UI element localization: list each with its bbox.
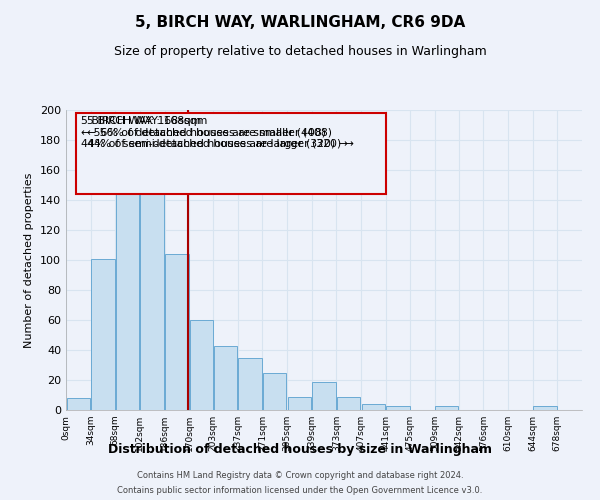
- Text: 5 BIRCH WAY: 168sqm
← 56% of detached houses are smaller (408)
44% of semi-detac: 5 BIRCH WAY: 168sqm ← 56% of detached ho…: [86, 116, 353, 149]
- Bar: [116, 164, 139, 410]
- Bar: [263, 372, 286, 410]
- Bar: [312, 382, 336, 410]
- Bar: [190, 320, 212, 410]
- Bar: [337, 396, 361, 410]
- Text: Contains public sector information licensed under the Open Government Licence v3: Contains public sector information licen…: [118, 486, 482, 495]
- Bar: [287, 396, 311, 410]
- Text: 5 BIRCH WAY: 168sqm
← 56% of detached houses are smaller (408)
44% of semi-detac: 5 BIRCH WAY: 168sqm ← 56% of detached ho…: [82, 116, 349, 149]
- Text: Contains HM Land Registry data © Crown copyright and database right 2024.: Contains HM Land Registry data © Crown c…: [137, 471, 463, 480]
- Bar: [436, 406, 458, 410]
- Text: Size of property relative to detached houses in Warlingham: Size of property relative to detached ho…: [113, 45, 487, 58]
- Bar: [533, 406, 557, 410]
- FancyBboxPatch shape: [76, 113, 386, 194]
- Bar: [165, 254, 188, 410]
- Text: 5, BIRCH WAY, WARLINGHAM, CR6 9DA: 5, BIRCH WAY, WARLINGHAM, CR6 9DA: [135, 15, 465, 30]
- Text: Distribution of detached houses by size in Warlingham: Distribution of detached houses by size …: [108, 444, 492, 456]
- Bar: [362, 404, 385, 410]
- Bar: [91, 258, 115, 410]
- Bar: [238, 358, 262, 410]
- Y-axis label: Number of detached properties: Number of detached properties: [25, 172, 34, 348]
- Bar: [214, 346, 237, 410]
- Bar: [67, 398, 90, 410]
- Bar: [140, 184, 164, 410]
- Bar: [386, 406, 410, 410]
